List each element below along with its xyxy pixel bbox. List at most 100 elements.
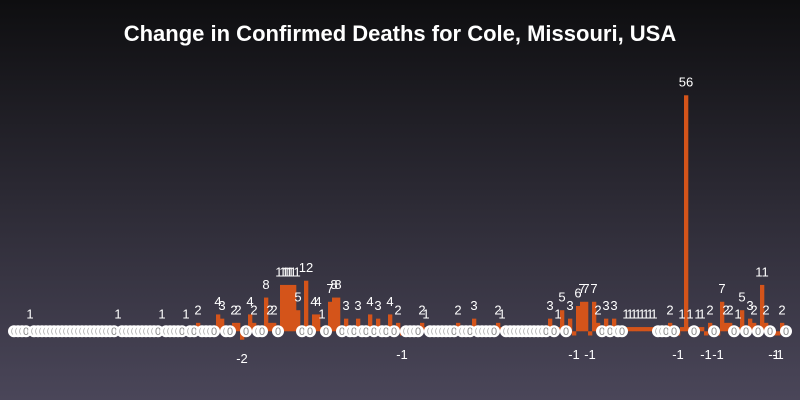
value-label: 0 xyxy=(599,326,605,338)
value-label: 1 xyxy=(158,307,165,322)
value-label: 7 xyxy=(326,281,333,296)
value-label: 0 xyxy=(243,326,249,338)
bar xyxy=(580,301,585,332)
value-label: 3 xyxy=(354,298,361,313)
bar xyxy=(636,327,641,332)
zero-label-background xyxy=(488,325,500,338)
bar xyxy=(776,331,781,336)
bar xyxy=(268,322,273,332)
value-label: 0 xyxy=(383,326,389,338)
value-label: 2 xyxy=(750,302,757,317)
zero-label-background xyxy=(688,325,700,338)
bar xyxy=(316,314,321,332)
value-label: -1 xyxy=(568,347,580,362)
value-label: 0 xyxy=(731,326,737,338)
value-label: 11 xyxy=(279,264,293,279)
value-label: 3 xyxy=(602,298,609,313)
chart-title: Change in Confirmed Deaths for Cole, Mis… xyxy=(124,21,677,46)
value-label: 1 xyxy=(694,307,701,322)
value-label: 0 xyxy=(371,326,377,338)
bar xyxy=(548,318,553,332)
value-label: 1 xyxy=(26,307,33,322)
value-label: 1 xyxy=(498,307,505,322)
value-label: 0 xyxy=(467,326,473,338)
value-label: 56 xyxy=(679,75,693,90)
value-label: 11 xyxy=(275,264,289,279)
zero-label-background xyxy=(764,325,776,338)
zero-label-background xyxy=(728,325,740,338)
bar xyxy=(592,301,597,332)
value-label: 0 xyxy=(299,326,305,338)
value-label: 8 xyxy=(330,277,337,292)
value-label: 11 xyxy=(755,264,769,279)
value-label: 0 xyxy=(563,326,569,338)
value-label: 8 xyxy=(262,277,269,292)
value-label: 0 xyxy=(23,326,29,338)
bar xyxy=(588,331,593,336)
value-label: 1 xyxy=(114,307,121,322)
value-label: 3 xyxy=(610,298,617,313)
value-label: 1 xyxy=(554,307,561,322)
value-label: 3 xyxy=(470,298,477,313)
value-label: 1 xyxy=(318,307,325,322)
value-label: 0 xyxy=(227,326,233,338)
value-label: 1 xyxy=(642,307,649,322)
value-label: 4 xyxy=(246,294,253,309)
zero-label-background xyxy=(616,325,628,338)
value-label: 0 xyxy=(619,326,625,338)
value-label: 4 xyxy=(366,294,373,309)
value-label: 0 xyxy=(671,326,677,338)
value-label: 3 xyxy=(218,298,225,313)
value-label: 2 xyxy=(454,302,461,317)
value-label: 1 xyxy=(422,307,429,322)
bar xyxy=(236,322,241,332)
bar xyxy=(284,284,289,332)
bar xyxy=(748,318,753,332)
value-label: 7 xyxy=(590,281,597,296)
zero-label-background xyxy=(256,325,268,338)
value-label: 7 xyxy=(718,281,725,296)
value-label: 0 xyxy=(155,326,161,338)
value-label: 1 xyxy=(638,307,645,322)
value-label: 6 xyxy=(574,285,581,300)
value-label: 3 xyxy=(546,298,553,313)
value-label: 4 xyxy=(386,294,393,309)
zero-label-background xyxy=(752,325,764,338)
value-label: 2 xyxy=(234,302,241,317)
zero-label-background xyxy=(780,325,792,338)
value-label: 1 xyxy=(646,307,653,322)
value-label: 0 xyxy=(323,326,329,338)
bar xyxy=(336,297,341,332)
value-label: 0 xyxy=(767,326,773,338)
bar xyxy=(724,322,729,332)
bar xyxy=(628,327,633,332)
value-label: 3 xyxy=(374,298,381,313)
value-label: 12 xyxy=(299,260,313,275)
value-label: 3 xyxy=(566,298,573,313)
value-label: -2 xyxy=(236,351,248,366)
value-label: 8 xyxy=(334,277,341,292)
value-label: -1 xyxy=(772,347,784,362)
value-label: 2 xyxy=(778,302,785,317)
value-label: 0 xyxy=(275,326,281,338)
value-label: -1 xyxy=(584,347,596,362)
value-label: 11 xyxy=(283,264,297,279)
value-label: 0 xyxy=(179,326,185,338)
value-label: 0 xyxy=(351,326,357,338)
value-label: 4 xyxy=(310,294,317,309)
bar xyxy=(376,318,381,332)
bar xyxy=(704,331,709,336)
value-label: 2 xyxy=(706,302,713,317)
value-label: 2 xyxy=(762,302,769,317)
value-label: -1 xyxy=(768,347,780,362)
value-label: 1 xyxy=(626,307,633,322)
value-label: 0 xyxy=(211,326,217,338)
bar xyxy=(344,318,349,332)
bar xyxy=(576,306,581,332)
value-label: 11 xyxy=(287,264,301,279)
value-label: 0 xyxy=(339,326,345,338)
value-label: 0 xyxy=(607,326,613,338)
zero-label-background xyxy=(740,325,752,338)
bar xyxy=(684,95,689,332)
